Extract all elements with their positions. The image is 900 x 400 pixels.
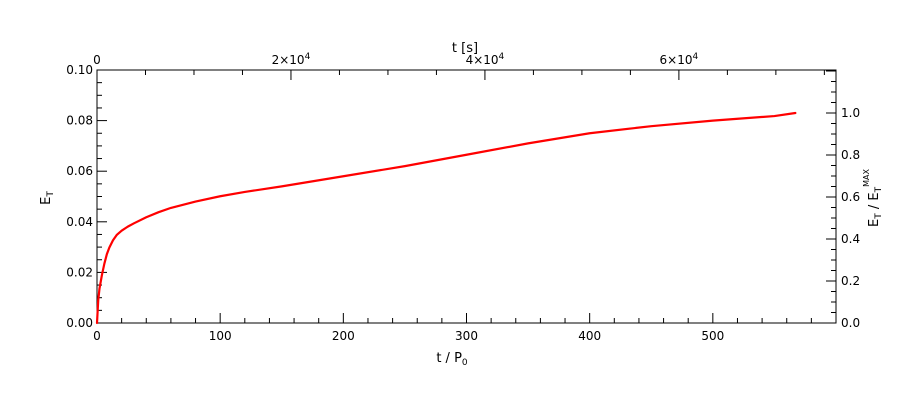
x-tick-label: 500: [701, 329, 724, 343]
y-tick-label: 0.02: [66, 265, 93, 279]
plot-frame: [96, 69, 837, 324]
y2-tick-label: 1.0: [841, 106, 860, 120]
x-top-tick-label: 2×104: [272, 52, 311, 67]
x-tick-label: 400: [578, 329, 601, 343]
x-top-tick-label: 6×104: [660, 52, 699, 67]
y2-tick-label: 0.6: [841, 190, 860, 204]
tick-labels-layer: 0 100 200 300 400 500 0 2×104 4×104 6×104 0.00 0.02…: [66, 52, 860, 343]
y2-tick-label: 0.0: [841, 316, 860, 330]
series-line-0: [95, 111, 797, 325]
y-tick-label: 0.10: [66, 63, 93, 77]
y-tick-label: 0.00: [66, 316, 93, 330]
y-tick-label: 0.04: [66, 215, 93, 229]
x-top-tick-label: 4×104: [466, 52, 505, 67]
x-axis-label: t / P0: [436, 351, 468, 368]
x-tick-label: 100: [209, 329, 232, 343]
x-top-tick-label: 0: [93, 53, 101, 67]
x-top-axis-label: t [s]: [452, 41, 478, 56]
y2-tick-label: 0.2: [841, 274, 860, 288]
series-layer: [95, 111, 797, 325]
x-tick-label: 200: [332, 329, 355, 343]
x-tick-label: 300: [455, 329, 478, 343]
y-tick-label: 0.06: [66, 164, 93, 178]
x-tick-label: 0: [93, 329, 101, 343]
ticks-layer: [96, 69, 837, 324]
y2-tick-label: 0.8: [841, 148, 860, 162]
y2-axis-label: ET / ETMAX: [862, 169, 884, 227]
y-tick-label: 0.08: [66, 114, 93, 128]
y2-tick-label: 0.4: [841, 232, 860, 246]
y-axis-label: ET: [39, 191, 56, 205]
